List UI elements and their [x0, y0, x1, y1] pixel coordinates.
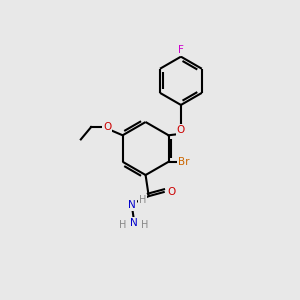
Text: O: O [103, 122, 111, 132]
Text: H: H [119, 220, 126, 230]
Text: H: H [139, 195, 146, 205]
Text: O: O [177, 125, 185, 135]
Text: Br: Br [178, 157, 190, 167]
Text: O: O [167, 187, 175, 197]
Text: F: F [178, 45, 184, 55]
Text: N: N [128, 200, 136, 210]
Text: H: H [141, 220, 149, 230]
Text: N: N [130, 218, 138, 228]
